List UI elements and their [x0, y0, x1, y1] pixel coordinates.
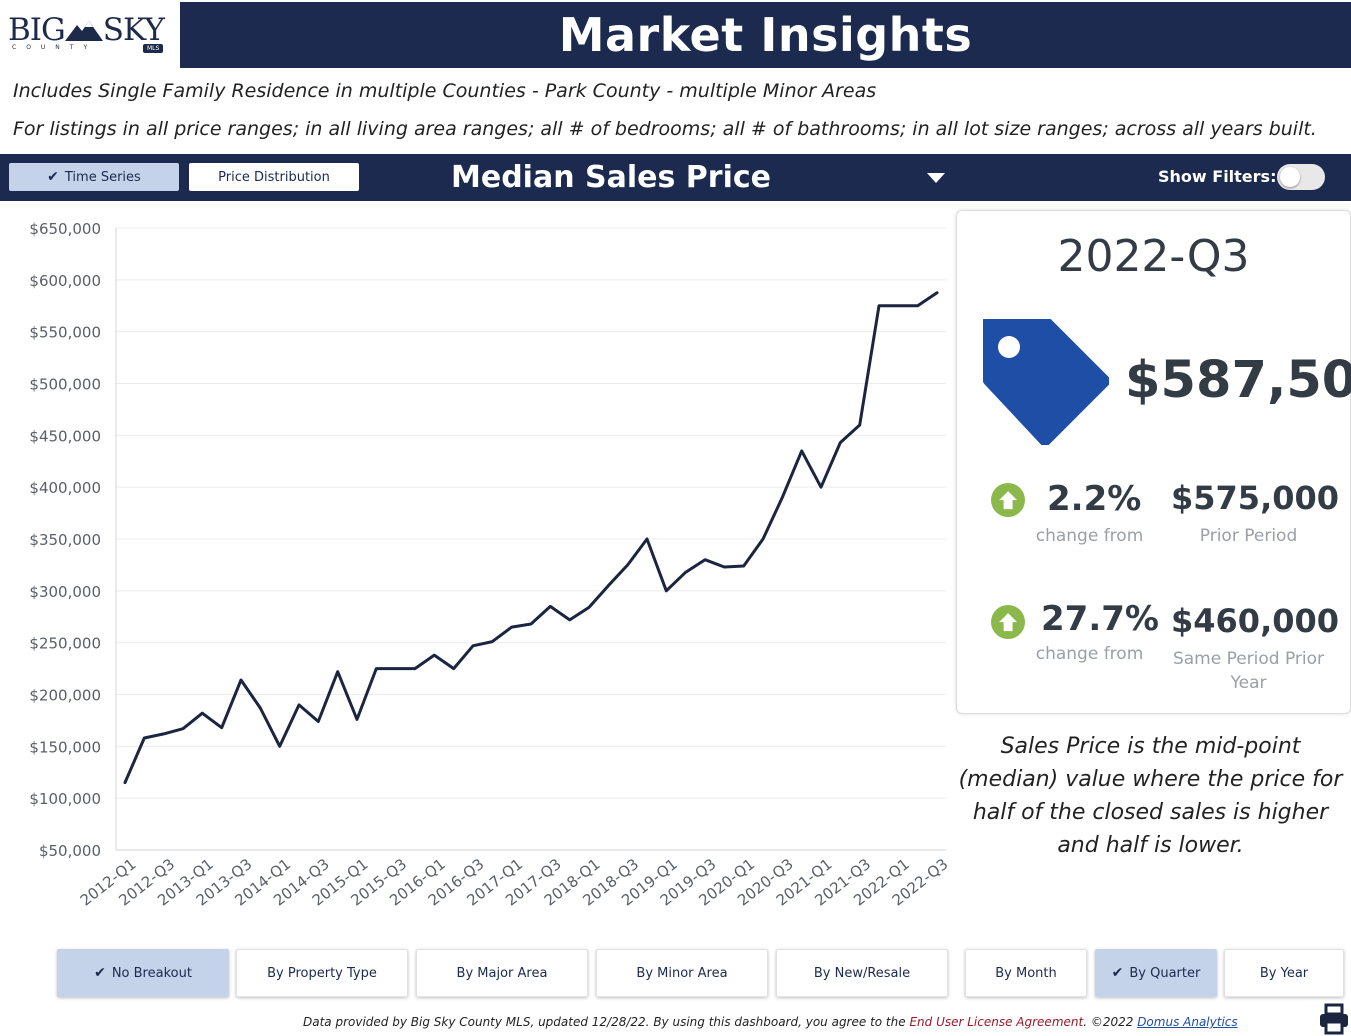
y-tick-label: $350,000	[29, 531, 101, 549]
license-link[interactable]: End User License Agreement	[909, 1015, 1084, 1029]
by-major-area-label: By Major Area	[456, 965, 548, 981]
y-tick-label: $200,000	[29, 687, 101, 705]
logo-county-text: COUNTY	[12, 44, 98, 51]
series-line	[123, 291, 939, 785]
y-tick-label: $300,000	[29, 583, 101, 601]
y-tick-label: $400,000	[29, 479, 101, 497]
by-year-label: By Year	[1259, 965, 1309, 981]
checkmark-icon: ✔	[47, 169, 59, 185]
filter-description-line1: Includes Single Family Residence in mult…	[13, 80, 877, 102]
change-prior-year-label: change from	[1035, 644, 1144, 664]
y-tick-label: $150,000	[29, 738, 101, 756]
y-tick-label: $600,000	[29, 272, 101, 290]
y-tick-label: $250,000	[29, 635, 101, 653]
footer-disclaimer: Data provided by Big Sky County MLS, upd…	[303, 1015, 910, 1029]
by-quarter-button[interactable]: ✔ By Quarter	[1095, 949, 1217, 997]
grid-lines	[116, 227, 946, 799]
same-period-prior-year-value: $460,000	[1171, 602, 1340, 640]
prior-period-label: Prior Period	[1199, 526, 1298, 546]
y-tick-label: $450,000	[29, 427, 101, 445]
by-property-type-button[interactable]: By Property Type	[236, 949, 408, 997]
x-tick-labels: 2012-Q12012-Q32013-Q12013-Q32014-Q12014-…	[77, 855, 950, 910]
brand-logo: BIG SKY COUNTY MLS	[0, 0, 180, 68]
page-title: Market Insights	[558, 8, 973, 62]
time-series-button[interactable]: ✔ Time Series	[9, 163, 179, 191]
y-tick-label: $500,000	[29, 376, 101, 394]
metric-dropdown[interactable]: Median Sales Price	[440, 154, 950, 201]
summary-value: $587,500	[1125, 351, 1351, 410]
arrow-up-circle-icon	[991, 483, 1025, 517]
mountain-icon	[64, 21, 103, 41]
series-lines	[123, 291, 939, 785]
by-new-resale-label: By New/Resale	[813, 965, 911, 981]
summary-period: 2022-Q3	[1057, 231, 1250, 282]
prior-period-value: $575,000	[1171, 479, 1340, 517]
arrow-up-circle-icon	[991, 605, 1025, 639]
footer-text: Data provided by Big Sky County MLS, upd…	[303, 1015, 1238, 1029]
show-filters-label: Show Filters:	[1158, 167, 1277, 186]
chevron-down-icon	[927, 173, 945, 183]
logo-wordmark: BIG SKY	[8, 12, 165, 48]
checkmark-icon: ✔	[94, 965, 106, 981]
y-tick-labels: $50,000 $100,000 $150,000 $200,000 $250,000 $…	[29, 220, 101, 860]
y-tick-label: $100,000	[29, 790, 101, 808]
by-month-label: By Month	[995, 965, 1057, 981]
summary-card: 2022-Q3 $587,500 2.2% change from $575,0…	[956, 210, 1351, 714]
price-distribution-label: Price Distribution	[218, 169, 330, 185]
by-minor-area-label: By Minor Area	[636, 965, 728, 981]
by-major-area-button[interactable]: By Major Area	[416, 949, 588, 997]
by-year-button[interactable]: By Year	[1224, 949, 1344, 997]
by-minor-area-button[interactable]: By Minor Area	[596, 949, 768, 997]
checkmark-icon: ✔	[1111, 965, 1124, 981]
change-prior-period-label: change from	[1035, 526, 1144, 546]
by-quarter-label: By Quarter	[1129, 965, 1201, 981]
time-series-label: Time Series	[64, 169, 141, 185]
toggle-knob	[1280, 167, 1300, 187]
title-bar: Market Insights	[180, 2, 1351, 68]
logo-mls-badge: MLS	[143, 44, 164, 53]
by-month-button[interactable]: By Month	[965, 949, 1087, 997]
no-breakout-label: No Breakout	[111, 965, 192, 981]
median-price-chart: $50,000 $100,000 $150,000 $200,000 $250,000 $…	[29, 220, 950, 910]
y-tick-label: $550,000	[29, 324, 101, 342]
show-filters-toggle[interactable]	[1277, 164, 1325, 190]
metric-explanation: Sales Price is the mid-point (median) va…	[958, 734, 1343, 858]
filter-description-line2: For listings in all price ranges; in all…	[13, 118, 1317, 140]
by-property-type-label: By Property Type	[267, 965, 377, 981]
by-new-resale-button[interactable]: By New/Resale	[776, 949, 948, 997]
printer-icon[interactable]	[1318, 1003, 1350, 1035]
change-prior-year-pct: 27.7%	[1041, 599, 1159, 639]
price-tag-icon	[983, 319, 1109, 445]
footer-copyright: . ©2022	[1083, 1015, 1138, 1029]
view-toolbar: ✔ Time Series Price Distribution Median …	[0, 154, 1351, 201]
metric-title: Median Sales Price	[451, 160, 771, 195]
y-tick-label: $650,000	[29, 220, 101, 238]
same-period-prior-year-label: Same Period Prior Year	[1172, 649, 1325, 693]
axes	[115, 228, 946, 851]
domus-link[interactable]: Domus Analytics	[1137, 1015, 1238, 1029]
price-distribution-button[interactable]: Price Distribution	[189, 163, 359, 191]
change-prior-period-pct: 2.2%	[1047, 479, 1142, 519]
y-tick-label: $50,000	[39, 842, 101, 860]
no-breakout-button[interactable]: ✔ No Breakout	[57, 949, 229, 997]
